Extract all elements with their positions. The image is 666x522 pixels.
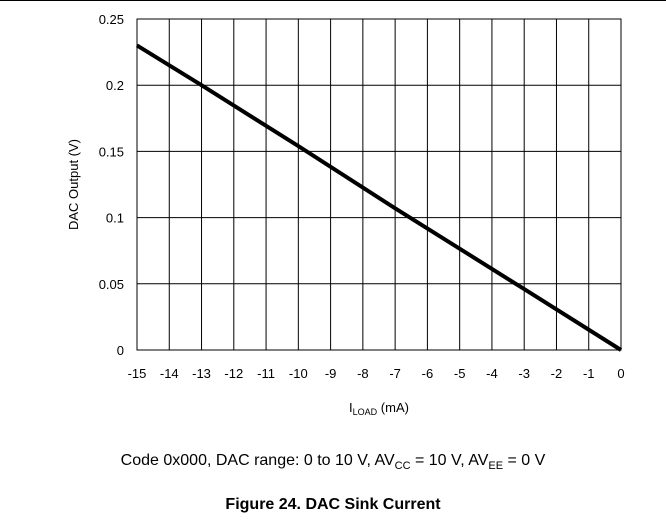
- caption-sub-cc: CC: [394, 460, 411, 473]
- grid: [136, 18, 622, 351]
- series-group: [135, 43, 623, 352]
- x-axis-label-suffix: (mA): [377, 400, 409, 415]
- x-tick-label-14: -1: [583, 366, 595, 381]
- y-tick-label-1: 0.05: [99, 277, 124, 292]
- y-tick-label-5: 0.25: [99, 12, 124, 27]
- caption-text-2: = 10 V, AV: [410, 452, 489, 469]
- x-tick-label-6: -9: [325, 366, 337, 381]
- series-line-0: [135, 43, 623, 352]
- x-tick-label-10: -5: [454, 366, 466, 381]
- y-tick-label-3: 0.15: [99, 144, 124, 159]
- x-tick-label-11: -4: [486, 366, 498, 381]
- figure-title: Figure 24. DAC Sink Current: [225, 496, 441, 513]
- test-conditions-caption: Code 0x000, DAC range: 0 to 10 V, AVCC =…: [0, 452, 666, 472]
- x-tick-label-0: -15: [128, 366, 147, 381]
- x-axis-label-main: I: [349, 400, 353, 415]
- plot-frame: [136, 18, 622, 351]
- caption-text-1: Code 0x000, DAC range: 0 to 10 V, AV: [120, 452, 395, 469]
- x-tick-label-15: 0: [617, 366, 624, 381]
- y-tick-labels: 0 0.05 0.1 0.15 0.2 0.25: [99, 12, 124, 358]
- x-tick-label-2: -13: [192, 366, 211, 381]
- y-axis-label: DAC Output (V): [66, 139, 81, 230]
- y-tick-label-2: 0.1: [106, 211, 124, 226]
- x-tick-label-7: -8: [357, 366, 369, 381]
- x-tick-label-8: -7: [389, 366, 401, 381]
- x-axis-label-sub: LOAD: [353, 407, 378, 417]
- x-tick-label-5: -10: [289, 366, 308, 381]
- dac-sink-current-chart: -15 -14 -13 -12 -11 -10 -9 -8 -7 -6 -5 -4 -3 -2 -1 0 00…: [66, 12, 625, 417]
- x-tick-label-9: -6: [422, 366, 434, 381]
- x-tick-label-1: -14: [160, 366, 179, 381]
- x-tick-labels: -15 -14 -13 -12 -11 -10 -9 -8 -7 -6 -5 -4 -3 -2 -1 0: [128, 366, 625, 381]
- x-tick-label-13: -2: [551, 366, 563, 381]
- x-tick-label-12: -3: [518, 366, 530, 381]
- top-rule: [0, 0, 666, 1]
- y-tick-label-4: 0.2: [106, 78, 124, 93]
- x-tick-label-4: -11: [257, 366, 275, 381]
- caption-text-3: = 0 V: [503, 452, 546, 469]
- x-axis-label: ILOAD (mA): [349, 400, 409, 417]
- y-tick-label-0: 0: [117, 343, 124, 358]
- caption-sub-ee: EE: [488, 460, 504, 473]
- x-tick-label-3: -12: [224, 366, 243, 381]
